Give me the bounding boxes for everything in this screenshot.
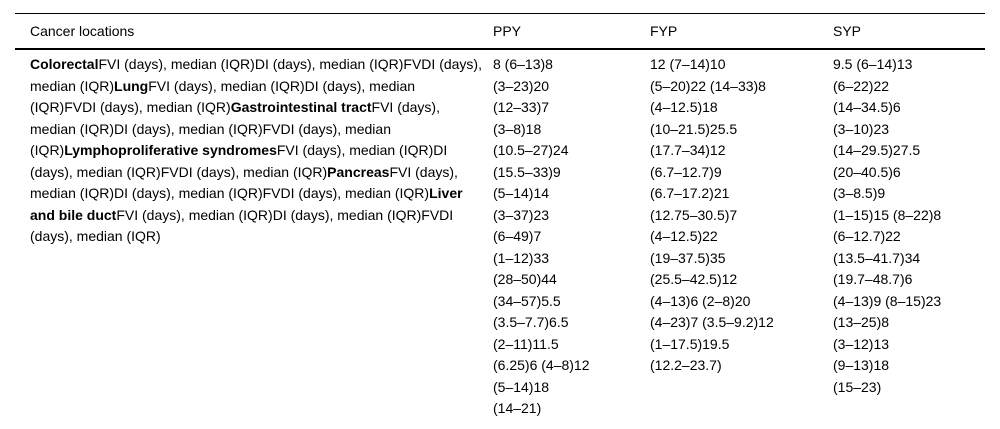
column-header-fyp: FYP [650, 23, 678, 39]
table-row: ColorectalFVI (days), median (IQR)DI (da… [15, 49, 985, 429]
column-header-syp: SYP [833, 23, 862, 39]
table-header-row: Cancer locations PPY FYP SYP [15, 14, 985, 49]
column-header-cancer-locations: Cancer locations [30, 23, 135, 39]
column-header-ppy: PPY [493, 23, 522, 39]
cancer-locations-cell: ColorectalFVI (days), median (IQR)DI (da… [30, 56, 482, 244]
ppy-values-cell: 8 (6–13)8 (3–23)20 (12–33)7 (3–8)18 (10.… [493, 56, 590, 416]
cancer-locations-table: Cancer locations PPY FYP SYP ColorectalF… [15, 13, 985, 429]
fyp-values-cell: 12 (7–14)10 (5–20)22 (14–33)8 (4–12.5)18… [650, 56, 774, 373]
syp-values-cell: 9.5 (6–14)13 (6–22)22 (14–34.5)6 (3–10)2… [833, 56, 942, 395]
